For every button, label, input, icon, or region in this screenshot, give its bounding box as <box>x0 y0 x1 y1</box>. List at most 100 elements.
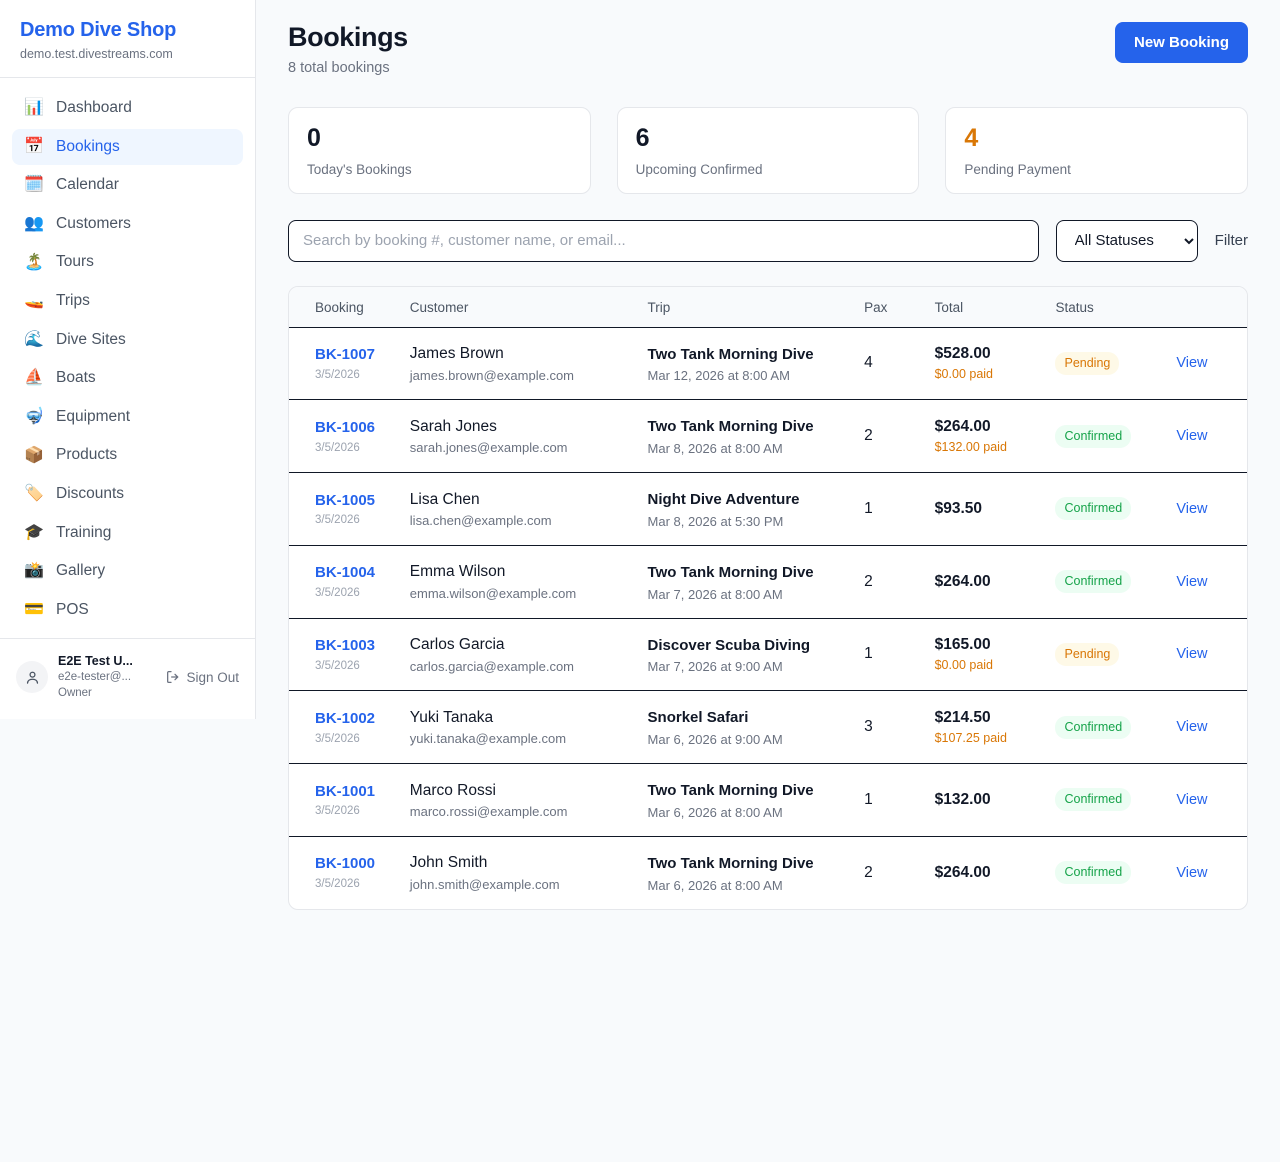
cell-booking: BK-1005 3/5/2026 <box>289 472 400 546</box>
sign-out-label: Sign Out <box>186 669 239 685</box>
sidebar-item-dive-sites[interactable]: 🌊 Dive Sites <box>12 322 243 359</box>
cell-total: $165.00 $0.00 paid <box>924 618 1046 692</box>
sidebar-item-label: Customers <box>56 214 131 232</box>
table-row[interactable]: BK-1007 3/5/2026 James Brown james.brown@ex… <box>289 327 1247 401</box>
column-header: Customer <box>399 286 638 328</box>
sidebar-item-pos[interactable]: 💳 POS <box>12 592 243 629</box>
customer-name: Marco Rossi <box>409 781 496 799</box>
cell-total: $93.50 <box>924 472 1046 546</box>
table-row[interactable]: BK-1001 3/5/2026 Marco Rossi marco.rossi@ex… <box>289 763 1247 837</box>
booking-id-link[interactable]: BK-1003 <box>315 637 376 654</box>
booking-id-link[interactable]: BK-1006 <box>315 418 376 436</box>
table-row[interactable]: BK-1004 3/5/2026 Emma Wilson emma.wilson@ex… <box>289 545 1247 619</box>
customer-email: james.brown@example.com <box>409 367 574 383</box>
sidebar-item-customers[interactable]: 👥 Customers <box>12 206 243 243</box>
sign-out-button[interactable]: Sign Out <box>165 669 239 685</box>
sidebar-item-bookings[interactable]: 📅 Bookings <box>12 128 243 166</box>
user-role: Owner <box>58 686 92 699</box>
cell-status: Pending <box>1045 618 1167 692</box>
search-input[interactable] <box>288 219 1039 262</box>
view-link[interactable]: View <box>1176 791 1208 808</box>
bookings-table: Booking Customer Trip Pax Total Status BK-100… <box>289 286 1247 909</box>
filter-bar: All Statuses Filter <box>288 219 1248 262</box>
view-link[interactable]: View <box>1176 355 1208 372</box>
cell-trip: Discover Scuba Diving Mar 7, 2026 at 9:00… <box>637 618 855 692</box>
user-name: E2E Test U... <box>58 654 133 669</box>
table-row[interactable]: BK-1005 3/5/2026 Lisa Chen lisa.chen@exampl… <box>289 472 1247 546</box>
trip-date: Mar 12, 2026 at 8:00 AM <box>647 368 790 384</box>
sidebar-item-training[interactable]: 🎓 Training <box>12 515 243 552</box>
trip-name: Two Tank Morning Dive <box>647 345 814 363</box>
table-row[interactable]: BK-1006 3/5/2026 Sarah Jones sarah.jones@ex… <box>289 399 1247 473</box>
view-link[interactable]: View <box>1176 428 1208 445</box>
cell-booking: BK-1004 3/5/2026 <box>289 545 400 619</box>
booking-id-link[interactable]: BK-1000 <box>315 855 376 873</box>
cell-action: View <box>1166 472 1247 546</box>
cell-action: View <box>1166 618 1247 692</box>
view-link[interactable]: View <box>1176 573 1208 590</box>
page-subtitle: 8 total bookings <box>288 60 390 76</box>
stat-label: Pending Payment <box>964 161 1071 177</box>
status-badge: Pending <box>1055 642 1120 666</box>
table-row[interactable]: BK-1003 3/5/2026 Carlos Garcia carlos.garci… <box>289 618 1247 692</box>
stat-value: 4 <box>964 124 979 152</box>
new-booking-button[interactable]: New Booking <box>1114 22 1248 63</box>
bookings-table-card: Booking Customer Trip Pax Total Status BK-100… <box>288 285 1248 910</box>
sidebar-item-boats[interactable]: ⛵ Boats <box>12 360 243 397</box>
sidebar-item-discounts[interactable]: 🏷️ Discounts <box>12 476 243 513</box>
training-icon: 🎓 <box>24 523 44 541</box>
sidebar-item-label: Trips <box>56 291 90 309</box>
cell-booking: BK-1007 3/5/2026 <box>289 327 400 401</box>
stat-label: Upcoming Confirmed <box>635 161 763 177</box>
sidebar-item-gallery[interactable]: 📸 Gallery <box>12 553 243 590</box>
cell-booking: BK-1000 3/5/2026 <box>289 836 400 908</box>
cell-trip: Two Tank Morning Dive Mar 6, 2026 at 8:00… <box>637 763 855 837</box>
customer-email: sarah.jones@example.com <box>409 440 568 456</box>
cell-booking: BK-1003 3/5/2026 <box>289 618 400 692</box>
table-row[interactable]: BK-1002 3/5/2026 Yuki Tanaka yuki.tanaka@ex… <box>289 690 1247 764</box>
user-meta: E2E Test U... e2e-tester@... Owner <box>58 653 155 701</box>
sidebar-item-label: Products <box>56 446 118 464</box>
paid-amount: $0.00 paid <box>934 367 993 382</box>
cell-action: View <box>1166 836 1247 908</box>
view-link[interactable]: View <box>1176 719 1208 736</box>
cell-total: $264.00 <box>925 836 1046 908</box>
trip-date: Mar 7, 2026 at 9:00 AM <box>647 659 783 675</box>
table-row[interactable]: BK-1000 3/5/2026 John Smith john.smith@exam… <box>289 836 1247 908</box>
column-header <box>1166 286 1247 328</box>
booking-date: 3/5/2026 <box>315 805 360 818</box>
discounts-icon: 🏷️ <box>24 485 44 503</box>
view-link[interactable]: View <box>1176 646 1208 663</box>
sidebar-item-products[interactable]: 📦 Products <box>12 437 243 474</box>
main-content: Bookings 8 total bookings New Booking 0 T… <box>256 0 1280 930</box>
status-filter-select[interactable]: All Statuses <box>1055 219 1198 262</box>
trip-date: Mar 8, 2026 at 5:30 PM <box>647 513 784 529</box>
sidebar-item-equipment[interactable]: 🤿 Equipment <box>12 399 243 436</box>
total-amount: $214.50 <box>934 708 991 726</box>
view-link[interactable]: View <box>1176 500 1208 517</box>
paid-amount: $132.00 paid <box>934 440 1007 455</box>
total-amount: $264.00 <box>934 417 991 435</box>
sidebar-item-trips[interactable]: 🚤 Trips <box>12 283 243 320</box>
booking-id-link[interactable]: BK-1004 <box>315 564 376 582</box>
booking-id-link[interactable]: BK-1002 <box>315 709 376 727</box>
booking-id-link[interactable]: BK-1007 <box>315 346 376 363</box>
dive-sites-icon: 🌊 <box>24 330 44 348</box>
sidebar-item-calendar[interactable]: 🗓️ Calendar <box>12 167 243 204</box>
cell-action: View <box>1166 545 1247 619</box>
customer-name: John Smith <box>409 854 488 872</box>
cell-action: View <box>1166 690 1247 764</box>
sidebar-item-dashboard[interactable]: 📊 Dashboard <box>12 90 243 127</box>
sidebar-item-tours[interactable]: 🏝️ Tours <box>12 244 243 281</box>
column-header: Status <box>1045 286 1167 328</box>
trip-date: Mar 6, 2026 at 8:00 AM <box>647 877 783 893</box>
status-badge: Pending <box>1055 351 1120 375</box>
booking-date: 3/5/2026 <box>315 659 360 672</box>
cell-total: $528.00 $0.00 paid <box>924 327 1046 401</box>
booking-id-link[interactable]: BK-1001 <box>315 782 376 800</box>
view-link[interactable]: View <box>1176 864 1208 881</box>
booking-id-link[interactable]: BK-1005 <box>315 491 376 509</box>
boats-icon: ⛵ <box>24 369 44 387</box>
filter-button[interactable]: Filter <box>1214 232 1248 249</box>
stats-row: 0 Today's Bookings 6 Upcoming Confirmed 4 Pen… <box>288 107 1249 194</box>
